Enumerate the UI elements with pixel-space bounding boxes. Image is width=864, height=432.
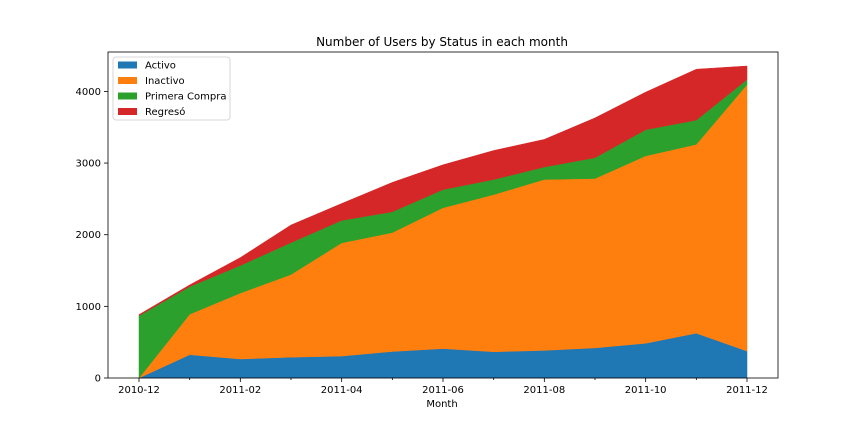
x-tick-label: 2011-10 xyxy=(625,385,667,396)
x-axis: 2010-12 2011-02 2011-04 2011-06 2011-08 2011-… xyxy=(118,378,768,396)
chart-title: Number of Users by Status in each month xyxy=(316,35,568,49)
legend-swatch xyxy=(118,92,137,100)
y-tick-label: 2000 xyxy=(76,230,101,241)
area-series-group xyxy=(138,65,748,379)
x-tick-label: 2011-08 xyxy=(523,385,565,396)
x-tick-label: 2011-06 xyxy=(422,385,464,396)
y-tick-label: 3000 xyxy=(76,159,101,170)
legend-swatch xyxy=(118,61,137,69)
legend-swatch xyxy=(118,108,137,115)
x-tick-label: 2011-04 xyxy=(321,385,363,396)
y-axis: 0 1000 2000 3000 4000 xyxy=(76,87,108,385)
legend-label: Primera Compra xyxy=(145,92,226,103)
legend-label: Regresó xyxy=(145,106,185,118)
y-tick-label: 4000 xyxy=(76,87,101,98)
legend: Activo Inactivo Primera Compra Regresó xyxy=(112,56,231,121)
x-tick-label: 2011-02 xyxy=(219,385,261,396)
x-tick-label: 2010-12 xyxy=(118,385,160,396)
legend-swatch xyxy=(118,77,137,84)
y-tick-label: 0 xyxy=(95,374,101,385)
legend-label: Activo xyxy=(145,61,176,72)
y-tick-label: 1000 xyxy=(76,302,101,313)
x-tick-label: 2011-12 xyxy=(726,385,768,396)
x-axis-title: Month xyxy=(426,399,457,410)
legend-label: Inactivo xyxy=(145,76,185,87)
legend-box xyxy=(112,56,231,121)
area-regres- xyxy=(138,65,748,317)
